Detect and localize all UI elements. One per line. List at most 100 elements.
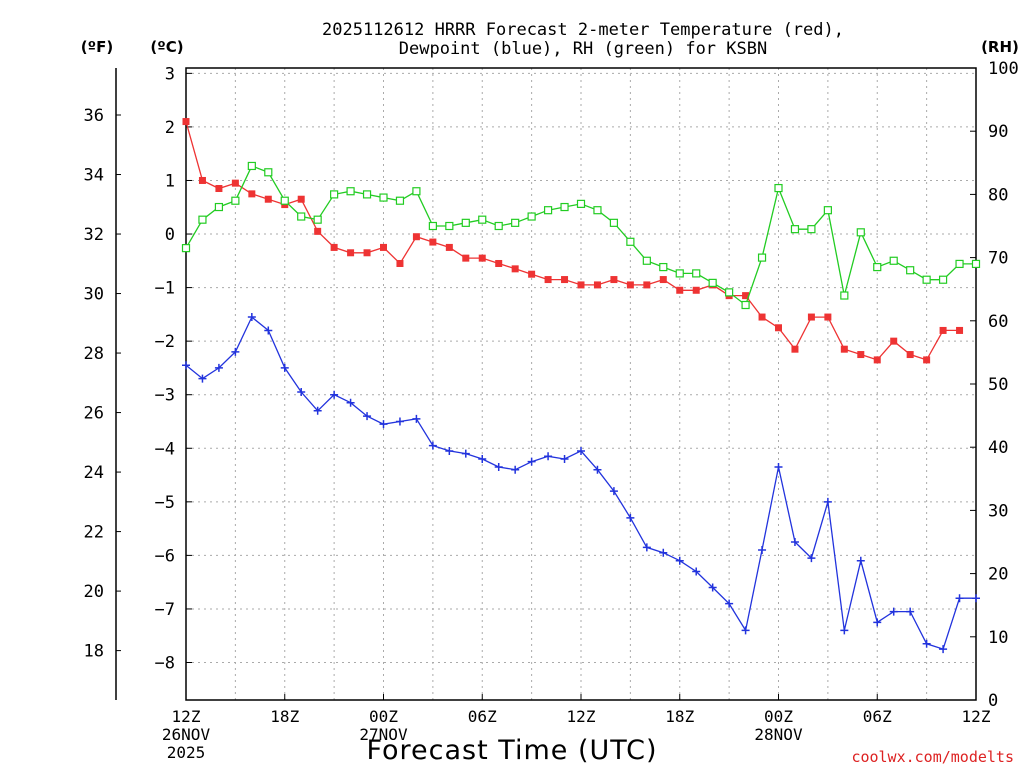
data-point xyxy=(659,276,667,284)
chart-title-line-2: Dewpoint (blue), RH (green) for KSBN xyxy=(399,39,767,59)
data-point xyxy=(527,212,536,221)
data-point xyxy=(659,548,668,557)
fahrenheit-tick-label: 18 xyxy=(84,642,104,662)
data-point xyxy=(313,215,322,224)
rh-tick-label: 40 xyxy=(988,438,1008,458)
credit-label: coolwx.com/modelts xyxy=(851,748,1014,766)
data-point xyxy=(445,243,453,251)
fahrenheit-tick-label: 30 xyxy=(84,285,104,305)
rh-tick-label: 0 xyxy=(988,691,998,711)
grid-lines xyxy=(186,68,976,700)
time-tick-label: 12Z xyxy=(962,707,991,726)
data-point xyxy=(774,183,783,193)
data-point xyxy=(560,454,569,463)
data-point xyxy=(692,567,701,576)
data-point xyxy=(428,221,437,231)
data-point xyxy=(330,190,339,199)
data-point xyxy=(346,187,355,196)
data-point xyxy=(923,356,931,364)
data-point xyxy=(478,254,486,262)
data-point xyxy=(856,556,865,565)
fahrenheit-tick-label: 28 xyxy=(84,344,104,364)
data-point xyxy=(823,497,832,506)
data-point xyxy=(791,345,799,353)
time-tick-label: 06Z xyxy=(468,707,497,726)
celsius-tick-label: 2 xyxy=(165,118,175,138)
data-point xyxy=(182,118,190,126)
data-point xyxy=(412,414,421,423)
data-point xyxy=(692,269,701,278)
time-tick-label: 26NOV xyxy=(162,725,211,744)
data-point xyxy=(231,196,240,205)
fahrenheit-tick-label: 32 xyxy=(84,225,104,245)
data-point xyxy=(741,300,750,310)
data-point xyxy=(264,326,273,335)
rh-axis: 0 10 20 30 40 50 60 70 80 90 100 xyxy=(970,59,1019,711)
celsius-tick-label: −8 xyxy=(155,654,175,674)
data-point xyxy=(461,449,470,458)
data-point xyxy=(873,356,881,364)
data-point xyxy=(840,626,849,635)
data-point xyxy=(757,253,767,262)
data-point xyxy=(511,465,520,474)
series-temperature xyxy=(182,118,964,364)
data-point xyxy=(741,626,750,635)
data-point xyxy=(642,543,651,552)
data-point xyxy=(395,196,405,205)
plot-frame xyxy=(185,67,977,701)
data-point xyxy=(248,190,256,198)
time-tick-label: 18Z xyxy=(665,707,694,726)
rh-tick-label: 50 xyxy=(988,375,1008,395)
celsius-tick-label: −5 xyxy=(155,493,175,513)
data-point xyxy=(247,161,256,171)
data-point xyxy=(890,337,898,345)
time-tick-label: 06Z xyxy=(863,707,892,726)
rh-tick-label: 80 xyxy=(988,185,1008,205)
data-point xyxy=(428,441,437,450)
data-point xyxy=(593,206,602,215)
data-point xyxy=(955,594,964,603)
data-point xyxy=(181,244,191,253)
data-point xyxy=(593,281,601,289)
data-point xyxy=(790,538,799,546)
data-point xyxy=(922,639,931,648)
time-tick-label: 2025 xyxy=(167,743,206,762)
data-point xyxy=(626,281,634,289)
data-point xyxy=(642,256,651,265)
rh-tick-label: 90 xyxy=(988,122,1008,142)
data-point xyxy=(347,249,355,257)
celsius-tick-label: −7 xyxy=(155,600,175,620)
data-point xyxy=(609,487,618,496)
data-point xyxy=(824,313,832,321)
data-point xyxy=(774,463,783,472)
celsius-tick-label: −2 xyxy=(155,332,175,352)
rh-tick-label: 20 xyxy=(988,565,1008,585)
celsius-unit-label: (ºC) xyxy=(150,38,183,56)
data-point xyxy=(280,196,289,205)
data-point xyxy=(857,351,865,359)
data-point xyxy=(396,259,404,267)
data-point xyxy=(939,326,947,334)
data-point xyxy=(478,215,487,224)
data-point xyxy=(461,218,470,227)
data-point xyxy=(462,254,470,262)
data-point xyxy=(790,225,800,234)
data-point xyxy=(775,324,782,332)
data-point xyxy=(478,454,487,463)
data-point xyxy=(231,179,239,187)
data-point xyxy=(626,513,635,522)
data-point xyxy=(543,206,553,215)
data-point xyxy=(380,243,387,251)
data-point xyxy=(511,218,520,227)
data-point xyxy=(198,215,207,224)
data-point xyxy=(314,227,322,235)
rh-tick-label: 70 xyxy=(988,249,1008,269)
data-point xyxy=(412,233,420,241)
fahrenheit-tick-label: 20 xyxy=(84,582,104,602)
data-point xyxy=(247,313,256,322)
data-point xyxy=(494,221,503,231)
data-point xyxy=(495,259,503,267)
fahrenheit-tick-label: 24 xyxy=(84,463,104,483)
